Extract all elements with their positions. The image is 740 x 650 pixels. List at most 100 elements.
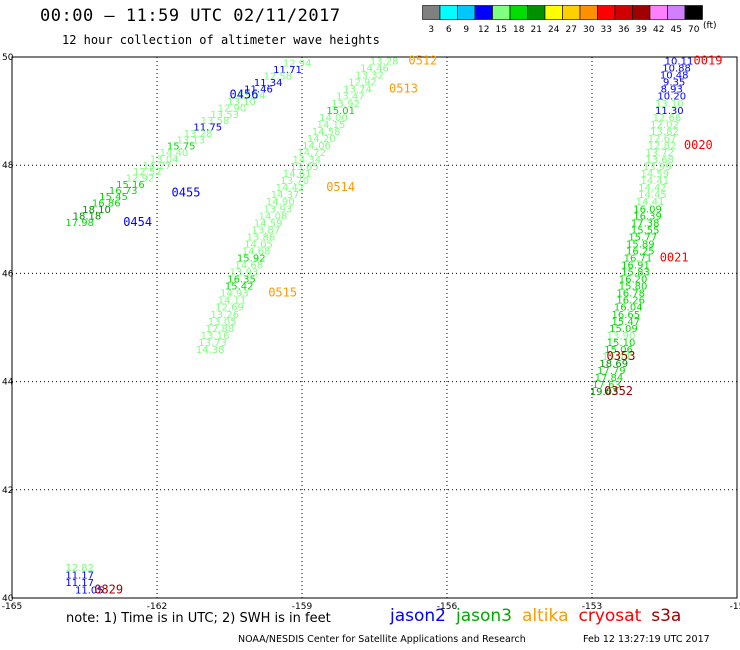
units-note: note: 1) Time is in UTC; 2) SWH is in fe…	[66, 611, 331, 626]
lon-tick-label: -156	[437, 602, 458, 610]
swh-reading: 12.94	[283, 59, 312, 70]
swh-reading: 15.42	[225, 282, 254, 293]
swh-reading: 13.32	[355, 71, 384, 82]
swh-reading: 13.68	[645, 155, 674, 166]
colorbar-label: 27	[566, 25, 577, 35]
swh-reading: 14.37	[271, 190, 300, 201]
swh-reading: 13.82	[650, 127, 679, 138]
swh-reading: 15.92	[237, 253, 266, 264]
swh-reading: 11.05	[75, 586, 104, 597]
swh-reading: 11.17	[65, 571, 94, 582]
colorbar-label: 45	[671, 25, 682, 35]
pass-time-label: 0456	[230, 88, 259, 102]
lat-tick-label: 40	[2, 594, 14, 604]
swh-reading: 13.99	[643, 162, 672, 173]
swh-reading: 13.70	[280, 176, 309, 187]
swh-reading: 14.68	[242, 246, 271, 257]
lon-tick-label: -165	[2, 602, 22, 610]
swh-reading: 11.71	[273, 65, 302, 76]
swh-reading: 17.84	[595, 373, 624, 384]
swh-reading: 13.90	[607, 331, 636, 342]
swh-reading: 15.47	[612, 317, 641, 328]
lat-tick-label: 46	[2, 269, 14, 279]
swh-reading: 10.88	[662, 64, 691, 75]
legend-jason2: jason2	[390, 606, 446, 626]
swh-reading: 13.28	[184, 129, 213, 140]
swh-reading: 16.91	[621, 261, 650, 272]
swh-reading: 14.40	[160, 148, 189, 159]
swh-reading: 13.65	[290, 162, 319, 173]
legend-altika: altika	[522, 606, 569, 626]
colorbar-label: 15	[496, 25, 507, 35]
swh-reading: 14.11	[218, 296, 247, 307]
pass-time-label: 0353	[607, 349, 636, 363]
lon-tick-label: -153	[582, 602, 602, 610]
colorbar-label: 18	[513, 25, 525, 35]
swh-reading: 16.04	[614, 303, 643, 314]
swh-reading: 11.34	[254, 78, 283, 89]
colorbar-label: 3	[428, 25, 434, 35]
swh-reading: 14.41	[636, 197, 665, 208]
lat-tick-label: 50	[2, 53, 14, 63]
swh-reading: 14.06	[302, 141, 331, 152]
swh-reading: 14.20	[307, 134, 336, 145]
swh-reading: 15.45	[99, 192, 128, 203]
colorbar-label: 6	[446, 25, 452, 35]
swh-reading: 17.38	[631, 218, 660, 229]
map-frame	[11, 56, 738, 599]
colorbar-label: 24	[548, 25, 560, 35]
swh-reading: 16.20	[619, 275, 648, 286]
swh-reading: 16.09	[633, 204, 662, 215]
swh-reading: 15.06	[604, 345, 633, 356]
swh-reading: 13.53	[210, 110, 239, 121]
swh-reading: 13.93	[264, 204, 293, 215]
swh-reading: 13.72	[645, 148, 674, 159]
swh-reading: 12.90	[218, 104, 247, 115]
swh-reading: 15.16	[116, 180, 145, 191]
swh-reading: 12.67	[648, 134, 677, 145]
page-subtitle: 12 hour collection of altimeter wave hei…	[62, 33, 380, 47]
swh-reading: 16.73	[109, 186, 138, 197]
swh-reading: 12.82	[648, 141, 677, 152]
swh-reading: 13.16	[201, 331, 230, 342]
swh-reading: 14.58	[312, 127, 341, 138]
pass-time-label: 0455	[172, 186, 201, 200]
swh-reading: 15.83	[621, 268, 650, 279]
swh-reading: 9.35	[663, 78, 685, 89]
swh-reading: 15.01	[326, 106, 355, 117]
swh-reading: 12.88	[206, 324, 235, 335]
swh-reading: 13.74	[343, 85, 372, 96]
colorbar-label: 70	[688, 25, 700, 35]
swh-reading: 11.46	[244, 85, 273, 96]
swh-reading: 14.59	[641, 169, 670, 180]
swh-reading: 13.10	[227, 97, 256, 108]
swh-reading: 14.38	[196, 345, 225, 356]
swh-reading: 11.30	[655, 106, 684, 117]
legend-jason3: jason3	[456, 606, 512, 626]
swh-reading: 13.44	[602, 352, 631, 363]
swh-reading: 16.65	[612, 310, 641, 321]
swh-reading: 14.08	[259, 211, 288, 222]
swh-reading: 14.45	[638, 190, 667, 201]
swh-reading: 13.28	[370, 57, 399, 68]
swh-reading: 11.75	[193, 123, 222, 134]
swh-reading: 16.25	[626, 246, 655, 257]
swh-reading: 14.93	[220, 289, 249, 300]
swh-reading: 10.48	[660, 71, 689, 82]
swh-reading: 18.10	[82, 205, 111, 216]
pass-time-label: 0513	[389, 82, 418, 96]
swh-reading: 16.71	[624, 253, 653, 264]
swh-reading: 13.86	[247, 232, 276, 243]
colorbar-label: 33	[601, 25, 612, 35]
page-title: 00:00 – 11:59 UTC 02/11/2017	[40, 6, 341, 26]
swh-reading: 13.73	[198, 338, 227, 349]
pass-time-label: 0829	[94, 583, 123, 597]
colorbar-unit-label: (ft)	[703, 21, 717, 31]
swh-reading: 17.98	[65, 218, 94, 229]
lon-tick-label: -159	[292, 602, 313, 610]
swh-reading: 16.35	[227, 275, 256, 286]
swh-reading: 18.18	[73, 211, 102, 222]
swh-reading: 12.92	[348, 78, 377, 89]
swh-reading: 13.87	[251, 225, 280, 236]
swh-reading: 13.04	[150, 154, 179, 165]
